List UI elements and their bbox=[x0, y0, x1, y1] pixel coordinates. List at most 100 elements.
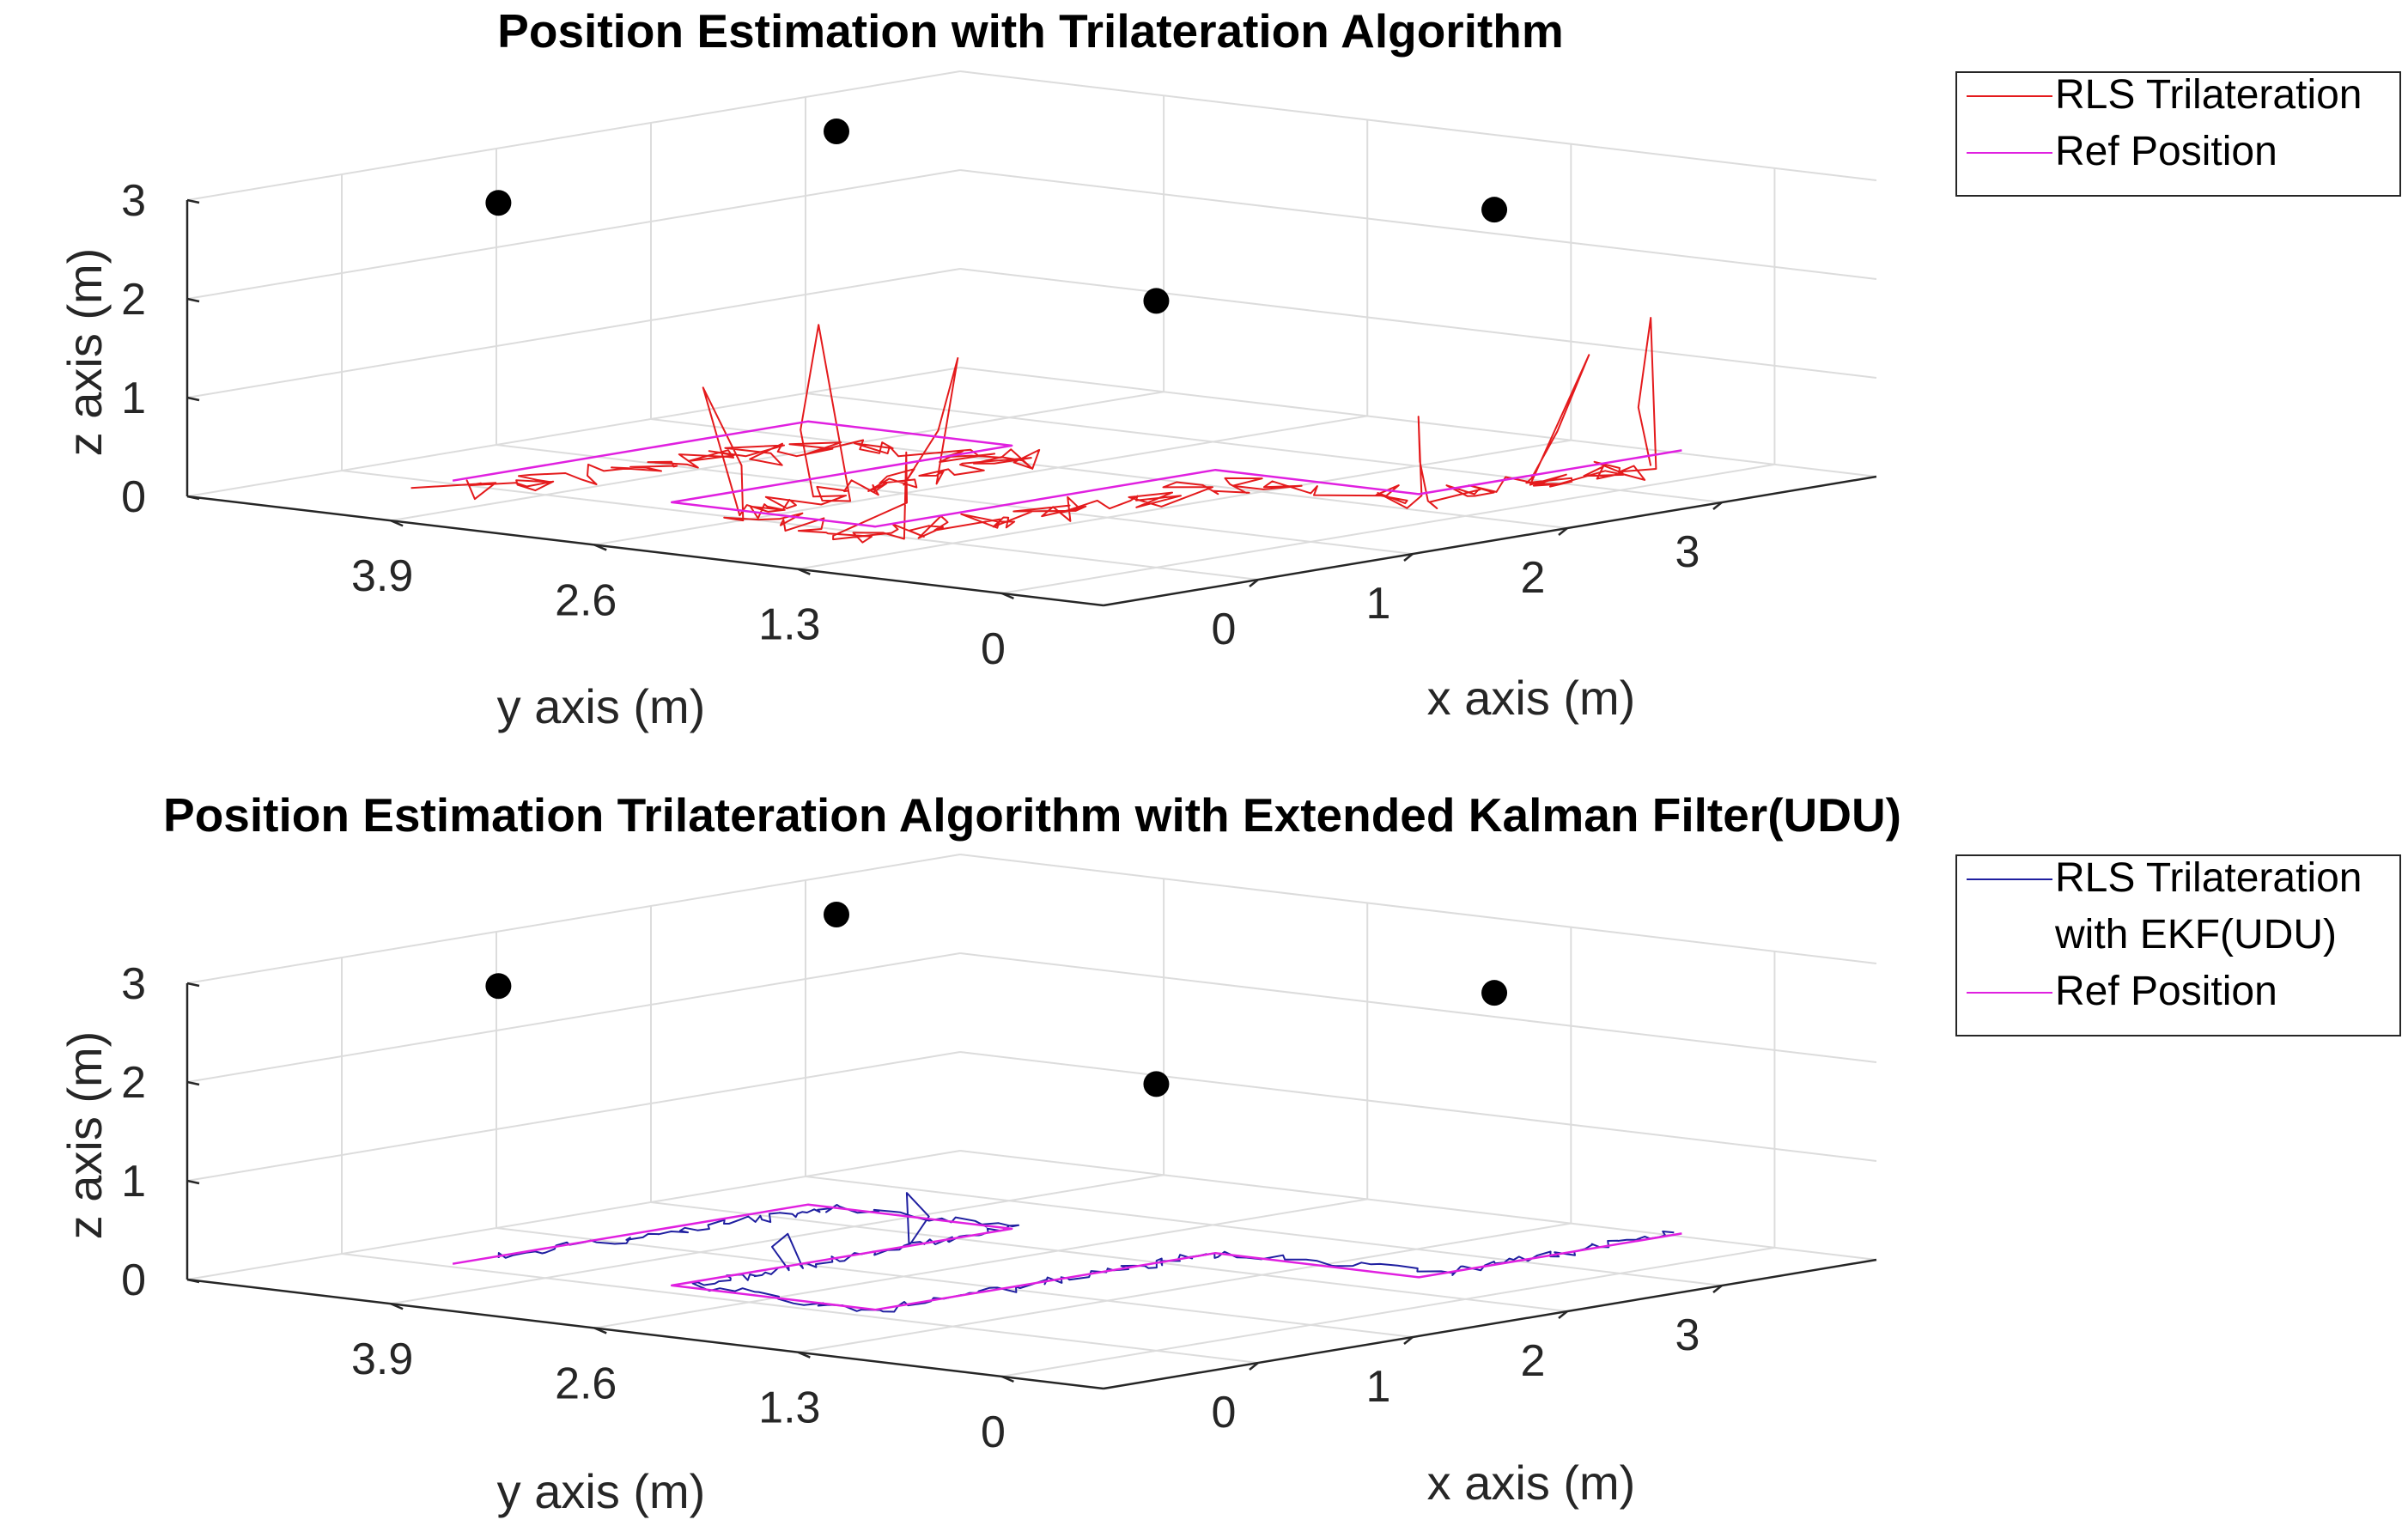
z-tick-label: 0 bbox=[121, 1255, 146, 1305]
grid-line-wall-y-z bbox=[186, 169, 961, 300]
x-tick-mark bbox=[1712, 1285, 1723, 1293]
grid-line-floor-x bbox=[805, 1176, 1723, 1286]
grid-line-floor-y bbox=[390, 391, 1164, 522]
x-tick-label: 0 bbox=[1212, 605, 1237, 654]
grid-line-wall-y-z bbox=[186, 70, 961, 201]
grid bbox=[186, 854, 1877, 1377]
y-tick-label: 3.9 bbox=[351, 1334, 413, 1384]
x-tick-mark bbox=[1403, 553, 1414, 562]
grid-line-wall-x-z bbox=[959, 169, 1877, 280]
z-tick-label: 2 bbox=[121, 1058, 146, 1108]
y-axis-line bbox=[186, 495, 1104, 607]
x-tick-label: 0 bbox=[1212, 1388, 1237, 1438]
chart-top: Position Estimation with Trilateration A… bbox=[58, 4, 2401, 733]
grid-line-wall-x-z bbox=[959, 70, 1877, 181]
grid-line-wall-x-z bbox=[959, 952, 1877, 1063]
z-tick-mark bbox=[186, 396, 200, 402]
z-axis-label: z axis (m) bbox=[58, 1031, 112, 1240]
anchor-point bbox=[1143, 288, 1170, 314]
grid-line-floor-y bbox=[390, 1174, 1164, 1305]
x-tick-label: 1 bbox=[1366, 1362, 1391, 1412]
grid-line-floor-x bbox=[650, 418, 1568, 529]
grid-line-wall-y-z bbox=[186, 367, 961, 497]
grid-line-floor-y bbox=[798, 439, 1572, 570]
y-axis-line bbox=[186, 1278, 1104, 1390]
chart-bottom: Position Estimation Trilateration Algori… bbox=[58, 788, 2401, 1518]
y-tick-mark bbox=[390, 1303, 404, 1310]
x-tick-mark bbox=[1249, 579, 1259, 587]
y-tick-mark bbox=[1000, 1375, 1014, 1383]
series-group bbox=[452, 1192, 1682, 1313]
z-tick-mark bbox=[186, 1080, 200, 1086]
legend-box bbox=[1955, 71, 2401, 197]
grid-line-floor-x bbox=[650, 1201, 1568, 1312]
series-line-estimate bbox=[497, 1192, 1675, 1313]
x-tick-mark bbox=[1249, 1362, 1259, 1371]
grid-line-wall-x-z bbox=[959, 1051, 1877, 1162]
legend-entry-line: RLS Trilateration bbox=[2055, 855, 2362, 901]
z-tick-label: 1 bbox=[121, 1157, 146, 1207]
y-tick-label: 3.9 bbox=[351, 551, 413, 601]
z-tick-label: 1 bbox=[121, 374, 146, 423]
z-tick-mark bbox=[186, 297, 200, 303]
y-tick-label: 0 bbox=[981, 624, 1006, 674]
legend-entry-line: with EKF(UDU) bbox=[2054, 912, 2337, 957]
y-tick-label: 1.3 bbox=[758, 600, 820, 650]
grid-line-wall-x-z bbox=[959, 268, 1877, 379]
legend-entry: RLS Trilateration with EKF(UDU) bbox=[2054, 855, 2362, 957]
x-tick-label: 2 bbox=[1521, 1336, 1546, 1386]
y-tick-label: 1.3 bbox=[758, 1383, 820, 1433]
y-tick-mark bbox=[797, 1351, 811, 1359]
z-tick-label: 3 bbox=[121, 959, 146, 1009]
x-tick-label: 3 bbox=[1675, 1310, 1700, 1360]
tick-labels: 0 1 2 3 3.9 2.6 1.3 0 0 1 2 3 bbox=[121, 959, 1700, 1457]
grid-line-floor-x bbox=[341, 1253, 1259, 1364]
tick-labels: 0 1 2 3 3.9 2.6 1.3 0 0 1 2 3 bbox=[121, 176, 1700, 674]
x-axis-label: x axis (m) bbox=[1427, 671, 1636, 725]
z-tick-label: 3 bbox=[121, 176, 146, 226]
grid bbox=[186, 70, 1877, 594]
grid-line-wall-y-z bbox=[186, 1150, 961, 1280]
y-axis-label: y axis (m) bbox=[497, 679, 706, 733]
x-tick-label: 2 bbox=[1521, 553, 1546, 603]
grid-line-wall-y-z bbox=[186, 952, 961, 1083]
x-tick-label: 3 bbox=[1675, 527, 1700, 577]
series-group bbox=[410, 317, 1682, 544]
legend-entry-line: RLS Trilateration bbox=[2055, 72, 2362, 118]
x-axis-line bbox=[1103, 1258, 1877, 1390]
x-tick-mark bbox=[1712, 502, 1723, 510]
axes bbox=[185, 198, 1877, 607]
z-axis-label: z axis (m) bbox=[58, 248, 112, 457]
legend: RLS Trilateration Ref Position bbox=[1955, 71, 2401, 197]
z-tick-label: 2 bbox=[121, 275, 146, 325]
y-axis-label: y axis (m) bbox=[497, 1464, 706, 1518]
grid-line-wall-x-z bbox=[959, 1150, 1877, 1261]
legend-entry-line: Ref Position bbox=[2055, 969, 2277, 1014]
grid-line-wall-y-z bbox=[186, 854, 961, 984]
grid-line-floor-y bbox=[1001, 463, 1775, 594]
grid-line-wall-x-z bbox=[959, 854, 1877, 964]
anchor-point bbox=[485, 973, 512, 1000]
z-tick-mark bbox=[186, 198, 200, 204]
z-tick-mark bbox=[186, 982, 200, 988]
series-line-reference bbox=[452, 420, 1682, 528]
series-line-estimate bbox=[410, 317, 1657, 544]
anchor-point bbox=[1481, 980, 1508, 1006]
y-tick-label: 2.6 bbox=[555, 1359, 617, 1408]
legend-entry-line: Ref Position bbox=[2055, 129, 2277, 174]
grid-line-floor-x bbox=[496, 1227, 1414, 1338]
anchor-group bbox=[485, 119, 1508, 314]
legend-box bbox=[1955, 854, 2401, 1036]
y-tick-mark bbox=[390, 520, 404, 527]
grid-line-wall-y-z bbox=[186, 1051, 961, 1182]
y-tick-mark bbox=[1000, 592, 1014, 600]
legend-entry: Ref Position bbox=[2055, 129, 2277, 174]
grid-line-floor-y bbox=[798, 1222, 1572, 1353]
anchor-point bbox=[824, 902, 849, 927]
x-tick-mark bbox=[1558, 527, 1568, 536]
y-tick-label: 2.6 bbox=[555, 575, 617, 625]
anchor-point bbox=[824, 119, 849, 144]
x-tick-mark bbox=[1558, 1310, 1568, 1319]
z-tick-mark bbox=[186, 1179, 200, 1185]
